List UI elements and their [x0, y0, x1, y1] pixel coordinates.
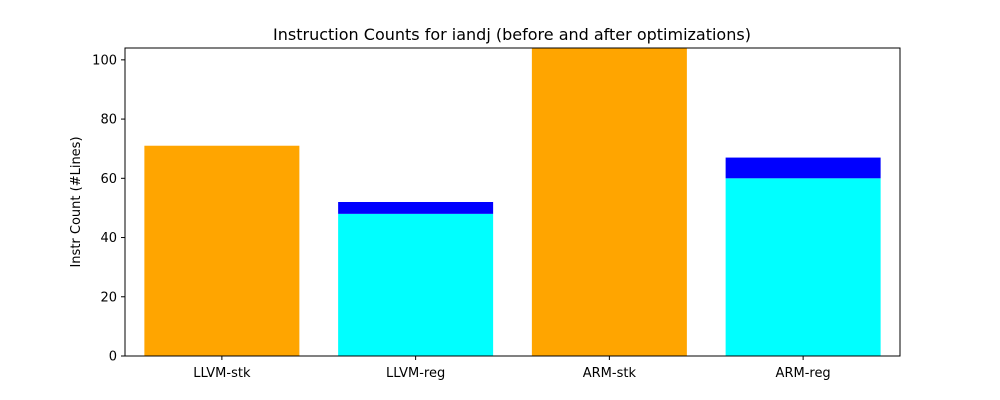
bar-arm-reg-segment-2: [725, 157, 881, 179]
bars-group: [144, 48, 881, 356]
y-tick-label: 100: [92, 53, 117, 68]
plot-frame: [124, 47, 901, 357]
chart-title: Instruction Counts for iandj (before and…: [273, 25, 751, 44]
y-axis-label: Instr Count (#Lines): [69, 136, 84, 267]
y-ticks: 0 20 40 60 80 100: [92, 53, 125, 365]
y-tick-label: 0: [109, 350, 117, 365]
x-ticks: LLVM-stk LLVM-reg ARM-stk ARM-reg: [193, 356, 831, 381]
x-tick-label: ARM-reg: [776, 366, 831, 381]
bar-arm-reg-segment-1: [725, 178, 881, 356]
y-tick-label: 20: [100, 290, 117, 305]
x-tick-label: LLVM-stk: [193, 366, 251, 381]
bar-llvm-reg-segment-1: [338, 213, 494, 356]
bar-arm-stk-segment-0: [531, 48, 687, 356]
y-tick-label: 60: [100, 172, 117, 187]
x-tick-label: ARM-stk: [583, 366, 637, 381]
x-tick-label: LLVM-reg: [386, 366, 445, 381]
y-tick-label: 80: [100, 113, 117, 128]
bar-llvm-reg-segment-2: [338, 202, 494, 214]
bar-llvm-stk-segment-0: [144, 145, 300, 356]
y-tick-label: 40: [100, 231, 117, 246]
